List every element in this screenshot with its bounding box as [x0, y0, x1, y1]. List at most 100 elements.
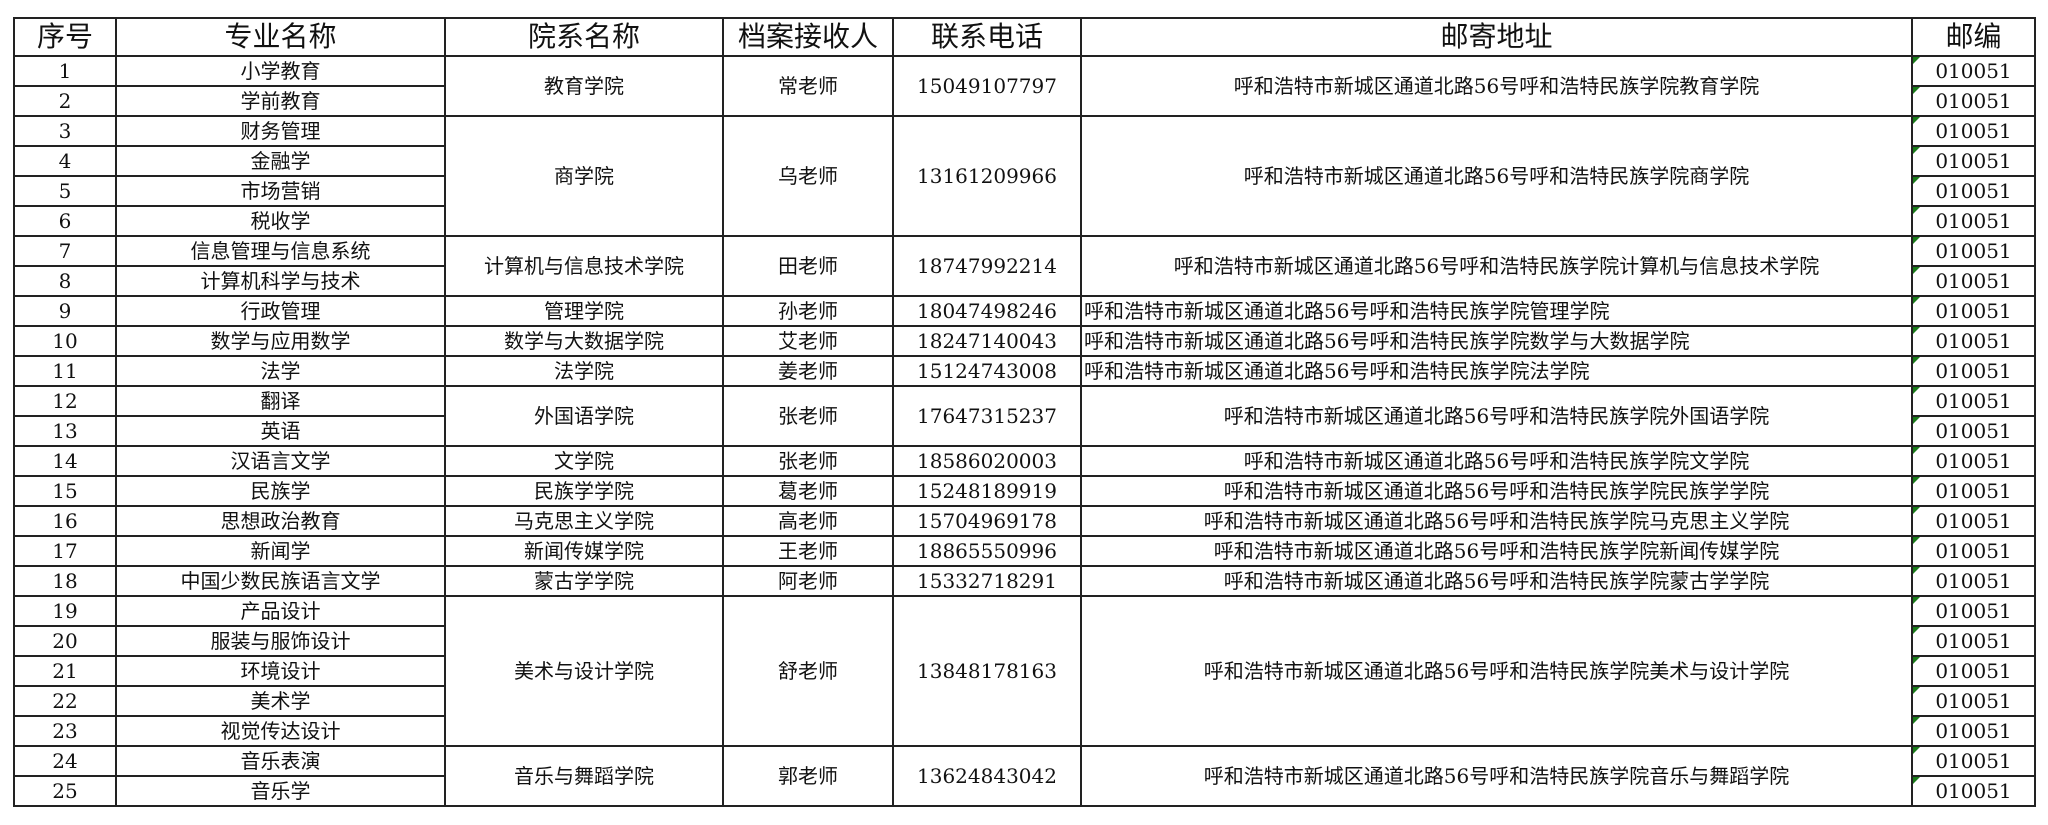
contact-cell[interactable]: 艾老师 — [722, 325, 894, 357]
phone-cell[interactable]: 15704969178 — [892, 505, 1082, 537]
zip-cell[interactable]: 010051 — [1911, 715, 2036, 747]
contact-cell[interactable]: 姜老师 — [722, 355, 894, 387]
major-cell[interactable]: 环境设计 — [115, 655, 446, 687]
address-cell[interactable]: 呼和浩特市新城区通道北路56号呼和浩特民族学院管理学院 — [1080, 295, 1913, 327]
major-cell[interactable]: 中国少数民族语言文学 — [115, 565, 446, 597]
phone-cell[interactable]: 13848178163 — [892, 595, 1082, 747]
seq-cell[interactable]: 1 — [13, 55, 117, 87]
contact-cell[interactable]: 高老师 — [722, 505, 894, 537]
contact-cell[interactable]: 孙老师 — [722, 295, 894, 327]
zip-cell[interactable]: 010051 — [1911, 775, 2036, 807]
seq-cell[interactable]: 8 — [13, 265, 117, 297]
college-cell[interactable]: 计算机与信息技术学院 — [444, 235, 724, 297]
phone-cell[interactable]: 15124743008 — [892, 355, 1082, 387]
address-cell[interactable]: 呼和浩特市新城区通道北路56号呼和浩特民族学院新闻传媒学院 — [1080, 535, 1913, 567]
seq-cell[interactable]: 23 — [13, 715, 117, 747]
zip-cell[interactable]: 010051 — [1911, 745, 2036, 777]
zip-cell[interactable]: 010051 — [1911, 685, 2036, 717]
phone-cell[interactable]: 15332718291 — [892, 565, 1082, 597]
major-cell[interactable]: 数学与应用数学 — [115, 325, 446, 357]
seq-cell[interactable]: 6 — [13, 205, 117, 237]
header-address[interactable]: 邮寄地址 — [1080, 17, 1913, 57]
major-cell[interactable]: 音乐学 — [115, 775, 446, 807]
address-cell[interactable]: 呼和浩特市新城区通道北路56号呼和浩特民族学院教育学院 — [1080, 55, 1913, 117]
zip-cell[interactable]: 010051 — [1911, 175, 2036, 207]
college-cell[interactable]: 数学与大数据学院 — [444, 325, 724, 357]
zip-cell[interactable]: 010051 — [1911, 595, 2036, 627]
seq-cell[interactable]: 17 — [13, 535, 117, 567]
contact-cell[interactable]: 田老师 — [722, 235, 894, 297]
phone-cell[interactable]: 18247140043 — [892, 325, 1082, 357]
header-zip[interactable]: 邮编 — [1911, 17, 2036, 57]
header-college[interactable]: 院系名称 — [444, 17, 724, 57]
zip-cell[interactable]: 010051 — [1911, 115, 2036, 147]
major-cell[interactable]: 英语 — [115, 415, 446, 447]
zip-cell[interactable]: 010051 — [1911, 625, 2036, 657]
major-cell[interactable]: 民族学 — [115, 475, 446, 507]
major-cell[interactable]: 税收学 — [115, 205, 446, 237]
major-cell[interactable]: 信息管理与信息系统 — [115, 235, 446, 267]
major-cell[interactable]: 音乐表演 — [115, 745, 446, 777]
seq-cell[interactable]: 12 — [13, 385, 117, 417]
zip-cell[interactable]: 010051 — [1911, 565, 2036, 597]
college-cell[interactable]: 新闻传媒学院 — [444, 535, 724, 567]
zip-cell[interactable]: 010051 — [1911, 505, 2036, 537]
zip-cell[interactable]: 010051 — [1911, 295, 2036, 327]
seq-cell[interactable]: 21 — [13, 655, 117, 687]
header-seq[interactable]: 序号 — [13, 17, 117, 57]
seq-cell[interactable]: 25 — [13, 775, 117, 807]
major-cell[interactable]: 法学 — [115, 355, 446, 387]
college-cell[interactable]: 商学院 — [444, 115, 724, 237]
seq-cell[interactable]: 22 — [13, 685, 117, 717]
seq-cell[interactable]: 13 — [13, 415, 117, 447]
contact-cell[interactable]: 张老师 — [722, 385, 894, 447]
seq-cell[interactable]: 19 — [13, 595, 117, 627]
contact-cell[interactable]: 葛老师 — [722, 475, 894, 507]
header-major[interactable]: 专业名称 — [115, 17, 446, 57]
seq-cell[interactable]: 7 — [13, 235, 117, 267]
major-cell[interactable]: 视觉传达设计 — [115, 715, 446, 747]
college-cell[interactable]: 美术与设计学院 — [444, 595, 724, 747]
major-cell[interactable]: 市场营销 — [115, 175, 446, 207]
phone-cell[interactable]: 13161209966 — [892, 115, 1082, 237]
zip-cell[interactable]: 010051 — [1911, 205, 2036, 237]
college-cell[interactable]: 外国语学院 — [444, 385, 724, 447]
major-cell[interactable]: 翻译 — [115, 385, 446, 417]
contact-cell[interactable]: 阿老师 — [722, 565, 894, 597]
zip-cell[interactable]: 010051 — [1911, 385, 2036, 417]
address-cell[interactable]: 呼和浩特市新城区通道北路56号呼和浩特民族学院美术与设计学院 — [1080, 595, 1913, 747]
major-cell[interactable]: 产品设计 — [115, 595, 446, 627]
contact-cell[interactable]: 常老师 — [722, 55, 894, 117]
phone-cell[interactable]: 18047498246 — [892, 295, 1082, 327]
seq-cell[interactable]: 14 — [13, 445, 117, 477]
major-cell[interactable]: 学前教育 — [115, 85, 446, 117]
zip-cell[interactable]: 010051 — [1911, 415, 2036, 447]
address-cell[interactable]: 呼和浩特市新城区通道北路56号呼和浩特民族学院文学院 — [1080, 445, 1913, 477]
college-cell[interactable]: 民族学学院 — [444, 475, 724, 507]
contact-cell[interactable]: 郭老师 — [722, 745, 894, 807]
seq-cell[interactable]: 16 — [13, 505, 117, 537]
phone-cell[interactable]: 15248189919 — [892, 475, 1082, 507]
seq-cell[interactable]: 5 — [13, 175, 117, 207]
major-cell[interactable]: 服装与服饰设计 — [115, 625, 446, 657]
zip-cell[interactable]: 010051 — [1911, 235, 2036, 267]
major-cell[interactable]: 汉语言文学 — [115, 445, 446, 477]
major-cell[interactable]: 计算机科学与技术 — [115, 265, 446, 297]
major-cell[interactable]: 财务管理 — [115, 115, 446, 147]
college-cell[interactable]: 马克思主义学院 — [444, 505, 724, 537]
college-cell[interactable]: 文学院 — [444, 445, 724, 477]
phone-cell[interactable]: 18586020003 — [892, 445, 1082, 477]
zip-cell[interactable]: 010051 — [1911, 355, 2036, 387]
seq-cell[interactable]: 4 — [13, 145, 117, 177]
college-cell[interactable]: 音乐与舞蹈学院 — [444, 745, 724, 807]
address-cell[interactable]: 呼和浩特市新城区通道北路56号呼和浩特民族学院民族学学院 — [1080, 475, 1913, 507]
phone-cell[interactable]: 18865550996 — [892, 535, 1082, 567]
seq-cell[interactable]: 9 — [13, 295, 117, 327]
address-cell[interactable]: 呼和浩特市新城区通道北路56号呼和浩特民族学院法学院 — [1080, 355, 1913, 387]
zip-cell[interactable]: 010051 — [1911, 85, 2036, 117]
address-cell[interactable]: 呼和浩特市新城区通道北路56号呼和浩特民族学院蒙古学学院 — [1080, 565, 1913, 597]
zip-cell[interactable]: 010051 — [1911, 265, 2036, 297]
seq-cell[interactable]: 10 — [13, 325, 117, 357]
major-cell[interactable]: 行政管理 — [115, 295, 446, 327]
major-cell[interactable]: 美术学 — [115, 685, 446, 717]
